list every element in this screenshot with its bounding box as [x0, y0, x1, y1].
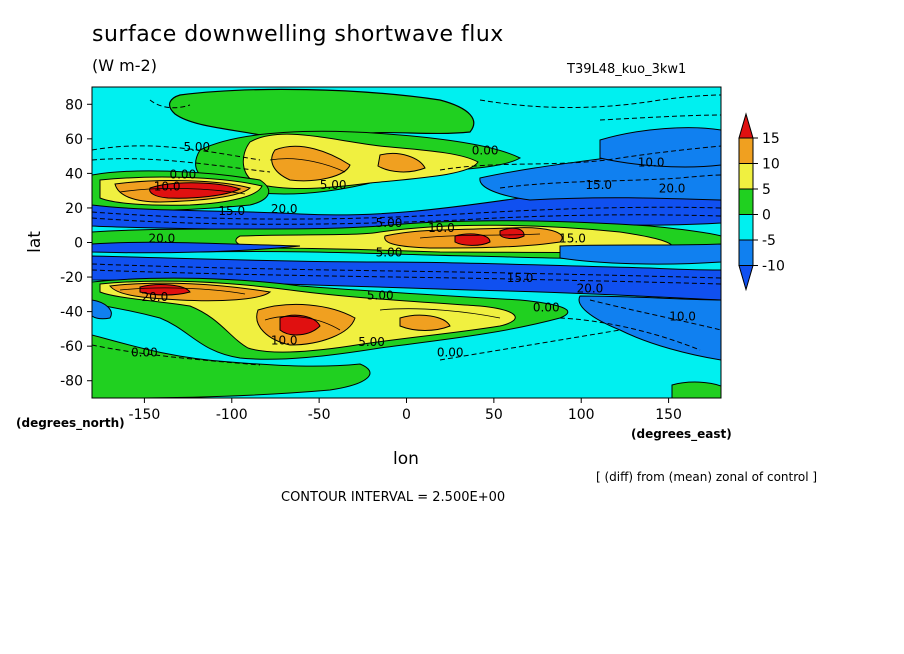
north-polar-green — [168, 88, 475, 140]
contour-label: 0.00 — [533, 301, 560, 315]
north-subtropic-orange-2 — [377, 153, 426, 173]
colorbar: 15 10 5 0 -5 -10 — [738, 112, 785, 292]
colorbar-label: -10 — [762, 259, 785, 275]
contour-label: 15.0 — [585, 178, 612, 192]
y-tick-label: -80 — [60, 374, 83, 390]
north-subtropic-orange — [271, 145, 351, 182]
contour-label: 0.00 — [169, 168, 196, 182]
colorbar-label: 0 — [762, 208, 771, 224]
y-axis: 80 60 40 20 0 -20 -40 -60 -80 — [60, 97, 92, 390]
south-red-2 — [279, 314, 321, 336]
plot-area — [92, 87, 721, 398]
south-red — [139, 284, 191, 296]
equator-red — [454, 233, 491, 246]
colorbar-label: 5 — [762, 182, 771, 198]
contour-label: 5.00 — [183, 140, 210, 154]
contour-interval: CONTOUR INTERVAL = 2.500E+00 — [281, 490, 506, 505]
colorbar-label: 15 — [762, 131, 780, 147]
negative-contours — [92, 94, 721, 366]
x-units-label: (degrees_east) — [631, 427, 732, 442]
x-tick-label: 100 — [568, 407, 595, 423]
contour-label: 0.00 — [131, 346, 158, 360]
colorbar-bottom-arrow — [738, 265, 754, 292]
equator-blue-strip — [92, 241, 301, 254]
contour-label: 5.00 — [320, 178, 347, 192]
colorbar-top-arrow — [738, 112, 754, 139]
contour-label: 5.00 — [358, 335, 385, 349]
contour-label: 10.0 — [271, 333, 298, 347]
colorbar-segment — [738, 239, 754, 266]
comparison-note: [ (diff) from (mean) zonal of control ] — [596, 470, 818, 484]
contour-label: 5.00 — [376, 245, 403, 259]
south-polar-green-2 — [671, 381, 721, 398]
south-orange-3 — [399, 314, 451, 331]
x-axis-title: lon — [393, 449, 419, 469]
x-tick-label: 150 — [655, 407, 682, 423]
y-tick-label: 80 — [65, 97, 83, 113]
equator-red-2 — [499, 227, 525, 239]
y-tick-label: 40 — [65, 166, 83, 182]
colorbar-segment — [738, 137, 754, 164]
contour-label: 20.0 — [659, 181, 686, 195]
chart-units: (W m-2) — [92, 56, 157, 75]
contour-label: 15.0 — [218, 204, 245, 218]
x-tick-label: -100 — [216, 407, 248, 423]
run-name: T39L48_kuo_3kw1 — [567, 62, 687, 77]
y-tick-label: -40 — [60, 305, 83, 321]
colorbar-segment — [738, 188, 754, 215]
equator-east-blue — [559, 243, 721, 265]
y-tick-label: 0 — [74, 236, 83, 252]
north-band-red — [149, 182, 242, 199]
colorbar-segment — [738, 163, 754, 190]
south-polar-green — [92, 334, 371, 398]
x-tick-label: 50 — [485, 407, 503, 423]
x-tick-label: -50 — [308, 407, 331, 423]
contour-label: 20.0 — [149, 232, 176, 246]
contour-label: 20.0 — [577, 282, 604, 296]
x-axis: -150 -100 -50 0 50 100 150 — [129, 398, 682, 423]
positive-contours — [119, 158, 541, 331]
y-units-label: (degrees_north) — [16, 416, 125, 431]
y-tick-label: 60 — [65, 132, 83, 148]
y-axis-title: lat — [25, 231, 45, 253]
contour-label: 5.00 — [367, 289, 394, 303]
colorbar-segment — [738, 214, 754, 241]
chart-title: surface downwelling shortwave flux — [92, 22, 504, 47]
y-tick-label: -60 — [60, 339, 83, 355]
contour-label: 10.0 — [428, 221, 455, 235]
contour-label: 20.0 — [142, 290, 169, 304]
contour-label: 10.0 — [669, 309, 696, 323]
y-tick-label: 20 — [65, 201, 83, 217]
north-east-blue-2 — [599, 127, 721, 168]
contour-label: 0.00 — [472, 143, 499, 157]
colorbar-label: 10 — [762, 157, 780, 173]
north-east-blue — [479, 129, 721, 201]
colorbar-label: -5 — [762, 233, 776, 249]
contour-label: 10.0 — [638, 155, 665, 169]
y-tick-label: -20 — [60, 270, 83, 286]
x-tick-label: -150 — [129, 407, 161, 423]
south-east-blue-2 — [92, 299, 112, 320]
contour-label: 0.00 — [437, 346, 464, 360]
contour-label: 10.0 — [154, 180, 181, 194]
x-tick-label: 0 — [402, 407, 411, 423]
contour-label: 5.00 — [376, 216, 403, 230]
contour-label: 15.0 — [559, 232, 586, 246]
contour-label: 15.0 — [507, 271, 534, 285]
contour-label: 20.0 — [271, 202, 298, 216]
